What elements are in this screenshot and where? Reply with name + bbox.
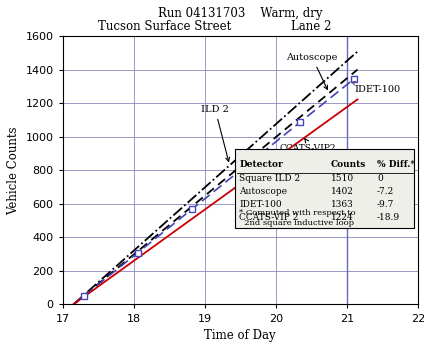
Text: IDET-100: IDET-100 — [351, 81, 400, 94]
Text: 1510: 1510 — [331, 174, 354, 184]
Text: 0: 0 — [377, 174, 383, 184]
Text: 1402: 1402 — [331, 187, 354, 196]
Text: -9.7: -9.7 — [377, 200, 394, 209]
X-axis label: Time of Day: Time of Day — [204, 329, 276, 342]
Text: IDET-100: IDET-100 — [239, 200, 282, 209]
Text: CCATS-VIP 2: CCATS-VIP 2 — [239, 213, 299, 222]
Text: % Diff.*: % Diff.* — [377, 160, 415, 169]
Text: -7.2: -7.2 — [377, 187, 394, 196]
Text: CCATS-VIP2
[S/WVer. E1.01]: CCATS-VIP2 [S/WVer. E1.01] — [280, 139, 352, 164]
Text: Counts: Counts — [331, 160, 366, 169]
Text: Detector: Detector — [239, 160, 283, 169]
Bar — [235, 149, 414, 228]
Text: 1224: 1224 — [331, 213, 354, 222]
Text: -18.9: -18.9 — [377, 213, 400, 222]
Y-axis label: Vehicle Counts: Vehicle Counts — [7, 126, 20, 215]
Text: 2nd square inductive loop: 2nd square inductive loop — [239, 219, 354, 227]
Text: Autoscope: Autoscope — [239, 187, 287, 196]
Text: 1363: 1363 — [331, 200, 354, 209]
Title: Run 04131703    Warm, dry: Run 04131703 Warm, dry — [158, 7, 323, 20]
Text: * Computed with respect to: * Computed with respect to — [239, 209, 356, 217]
Text: Square ILD 2: Square ILD 2 — [239, 174, 300, 184]
Text: Tucson Surface Street: Tucson Surface Street — [98, 20, 231, 33]
Text: Autoscope: Autoscope — [286, 53, 338, 89]
Text: ILD 2: ILD 2 — [201, 105, 229, 162]
Text: Lane 2: Lane 2 — [291, 20, 331, 33]
